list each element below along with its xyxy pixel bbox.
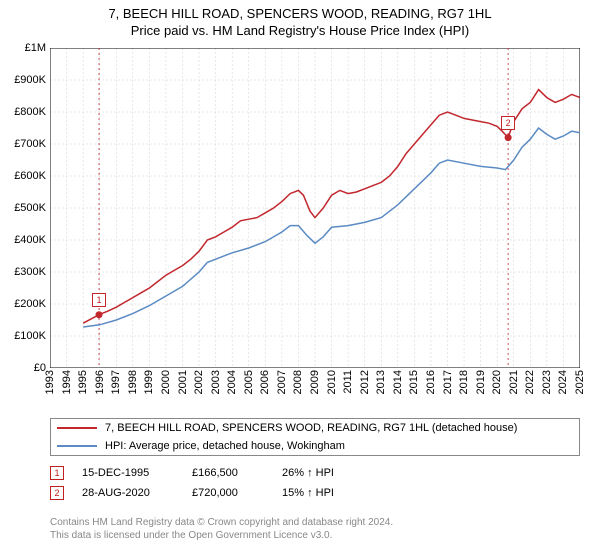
x-tick-label: 2012 xyxy=(359,370,371,394)
x-tick-label: 2017 xyxy=(442,370,454,394)
sale-date: 15-DEC-1995 xyxy=(82,467,192,479)
x-tick-label: 1997 xyxy=(110,370,122,394)
x-tick-label: 1995 xyxy=(77,370,89,394)
sale-pct: 26% ↑ HPI xyxy=(282,467,382,479)
footer-line-2: This data is licensed under the Open Gov… xyxy=(50,529,580,542)
x-tick-label: 1999 xyxy=(143,370,155,394)
y-tick-label: £1M xyxy=(25,42,46,54)
y-tick-label: £800K xyxy=(14,106,46,118)
x-tick-label: 2007 xyxy=(276,370,288,394)
x-tick-label: 2008 xyxy=(292,370,304,394)
legend: 7, BEECH HILL ROAD, SPENCERS WOOD, READI… xyxy=(50,418,580,456)
x-tick-label: 1998 xyxy=(127,370,139,394)
legend-label: 7, BEECH HILL ROAD, SPENCERS WOOD, READI… xyxy=(105,422,517,434)
sale-price: £166,500 xyxy=(192,467,282,479)
legend-swatch xyxy=(57,445,97,447)
x-tick-label: 2015 xyxy=(408,370,420,394)
chart-title: 7, BEECH HILL ROAD, SPENCERS WOOD, READI… xyxy=(0,6,600,23)
x-tick-label: 1993 xyxy=(44,370,56,394)
sale-row-marker: 1 xyxy=(50,466,64,480)
chart-area: £0£100K£200K£300K£400K£500K£600K£700K£80… xyxy=(50,48,580,388)
x-tick-label: 2000 xyxy=(160,370,172,394)
x-tick-label: 2002 xyxy=(193,370,205,394)
y-tick-label: £100K xyxy=(14,330,46,342)
title-block: 7, BEECH HILL ROAD, SPENCERS WOOD, READI… xyxy=(0,0,600,40)
sale-pct: 15% ↑ HPI xyxy=(282,487,382,499)
x-tick-label: 2010 xyxy=(326,370,338,394)
x-tick-label: 2005 xyxy=(243,370,255,394)
x-tick-label: 2022 xyxy=(524,370,536,394)
sale-date: 28-AUG-2020 xyxy=(82,487,192,499)
legend-label: HPI: Average price, detached house, Woki… xyxy=(105,440,345,452)
x-tick-label: 1994 xyxy=(61,370,73,394)
x-tick-label: 2003 xyxy=(210,370,222,394)
chart-container: 7, BEECH HILL ROAD, SPENCERS WOOD, READI… xyxy=(0,0,600,560)
x-tick-label: 2018 xyxy=(458,370,470,394)
x-tick-label: 2009 xyxy=(309,370,321,394)
footer-line-1: Contains HM Land Registry data © Crown c… xyxy=(50,516,580,529)
y-tick-label: £600K xyxy=(14,170,46,182)
x-tick-label: 2019 xyxy=(475,370,487,394)
x-tick-label: 2023 xyxy=(541,370,553,394)
y-tick-label: £500K xyxy=(14,202,46,214)
sale-marker-box: 1 xyxy=(92,293,106,307)
x-tick-label: 2011 xyxy=(342,370,354,394)
x-tick-label: 2004 xyxy=(226,370,238,394)
plot-svg xyxy=(50,48,580,368)
x-tick-label: 1996 xyxy=(94,370,106,394)
legend-swatch xyxy=(57,427,97,429)
attribution-footer: Contains HM Land Registry data © Crown c… xyxy=(50,516,580,542)
x-tick-label: 2006 xyxy=(259,370,271,394)
y-tick-label: £300K xyxy=(14,266,46,278)
x-tick-label: 2014 xyxy=(392,370,404,394)
legend-row: 7, BEECH HILL ROAD, SPENCERS WOOD, READI… xyxy=(51,419,579,437)
sale-row: 2 28-AUG-2020£720,00015% ↑ HPI xyxy=(50,486,580,500)
x-tick-label: 2024 xyxy=(557,370,569,394)
legend-row: HPI: Average price, detached house, Woki… xyxy=(51,437,579,455)
y-tick-label: £400K xyxy=(14,234,46,246)
y-tick-label: £700K xyxy=(14,138,46,150)
y-tick-label: £200K xyxy=(14,298,46,310)
y-tick-label: £900K xyxy=(14,74,46,86)
sale-marker-box: 2 xyxy=(501,116,515,130)
x-tick-label: 2020 xyxy=(491,370,503,394)
chart-subtitle: Price paid vs. HM Land Registry's House … xyxy=(0,23,600,40)
x-tick-label: 2025 xyxy=(574,370,586,394)
x-tick-label: 2021 xyxy=(508,370,520,394)
x-tick-label: 2013 xyxy=(375,370,387,394)
x-tick-label: 2016 xyxy=(425,370,437,394)
sales-table: 1 15-DEC-1995£166,50026% ↑ HPI 2 28-AUG-202… xyxy=(50,466,580,506)
sale-price: £720,000 xyxy=(192,487,282,499)
x-tick-label: 2001 xyxy=(177,370,189,394)
sale-row: 1 15-DEC-1995£166,50026% ↑ HPI xyxy=(50,466,580,480)
sale-row-marker: 2 xyxy=(50,486,64,500)
